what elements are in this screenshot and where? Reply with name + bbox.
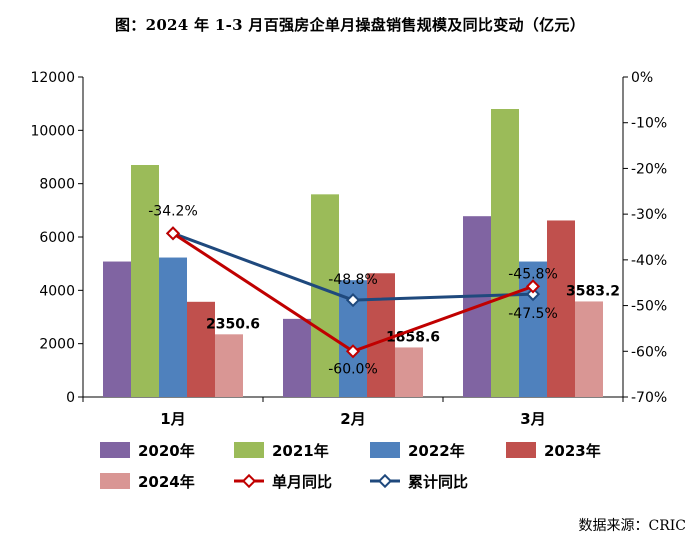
bar [131, 165, 159, 397]
bar [187, 301, 215, 397]
y2-tick-label: -30% [631, 207, 667, 223]
legend-swatch [234, 442, 264, 458]
y-tick-label: 6000 [39, 230, 75, 246]
y-tick-label: 2000 [39, 337, 75, 353]
legend-swatch [100, 473, 130, 489]
bar-label: 3583.2 [566, 283, 620, 299]
bar [215, 334, 243, 397]
x-tick-label: 1月 [160, 410, 185, 428]
y2-tick-label: 0% [631, 70, 653, 86]
line-marker [525, 279, 541, 294]
legend-label: 2024年 [138, 473, 195, 491]
legend-marker [377, 473, 393, 489]
x-tick-label: 2月 [340, 410, 365, 428]
y-tick-label: 0 [66, 390, 75, 406]
legend-label: 单月同比 [272, 473, 332, 491]
y2-tick-label: -20% [631, 161, 667, 177]
bar [103, 261, 131, 397]
legend-marker [241, 473, 257, 489]
legend-label: 2021年 [272, 442, 329, 460]
line-marker [165, 226, 181, 241]
y2-tick-label: -60% [631, 344, 667, 360]
legend-label: 累计同比 [408, 473, 468, 491]
bar [367, 273, 395, 397]
bar-label: 2350.6 [206, 316, 260, 332]
bar [395, 347, 423, 397]
legend-swatch [506, 442, 536, 458]
bar [283, 318, 311, 397]
y-tick-label: 10000 [30, 123, 75, 139]
x-tick-label: 3月 [520, 410, 545, 428]
chart-title: 图：2024 年 1-3 月百强房企单月操盘销售规模及同比变动（亿元） [114, 16, 586, 34]
legend-label: 2023年 [544, 442, 601, 460]
line-marker [345, 344, 361, 359]
bar [491, 109, 519, 397]
legend-label: 2020年 [138, 442, 195, 460]
line-label: -47.5% [508, 306, 558, 322]
line-marker [525, 287, 541, 302]
line-label: -34.2% [148, 203, 198, 219]
y-tick-label: 8000 [39, 177, 75, 193]
source-note: 数据来源：CRIC [578, 518, 687, 534]
y-tick-label: 12000 [30, 70, 75, 86]
legend-swatch [370, 442, 400, 458]
legend-label: 2022年 [408, 442, 465, 460]
line-label: -60.0% [328, 361, 378, 377]
y-tick-label: 4000 [39, 283, 75, 299]
line-marker [345, 293, 361, 308]
y2-tick-label: -10% [631, 116, 667, 132]
y2-tick-label: -40% [631, 253, 667, 269]
bar [547, 220, 575, 397]
bar [575, 301, 603, 397]
bar [159, 257, 187, 397]
line-label: -45.8% [508, 266, 558, 282]
bar [311, 194, 339, 397]
legend-swatch [100, 442, 130, 458]
line-label: -48.8% [328, 272, 378, 288]
y2-tick-label: -70% [631, 390, 667, 406]
y2-tick-label: -50% [631, 299, 667, 315]
